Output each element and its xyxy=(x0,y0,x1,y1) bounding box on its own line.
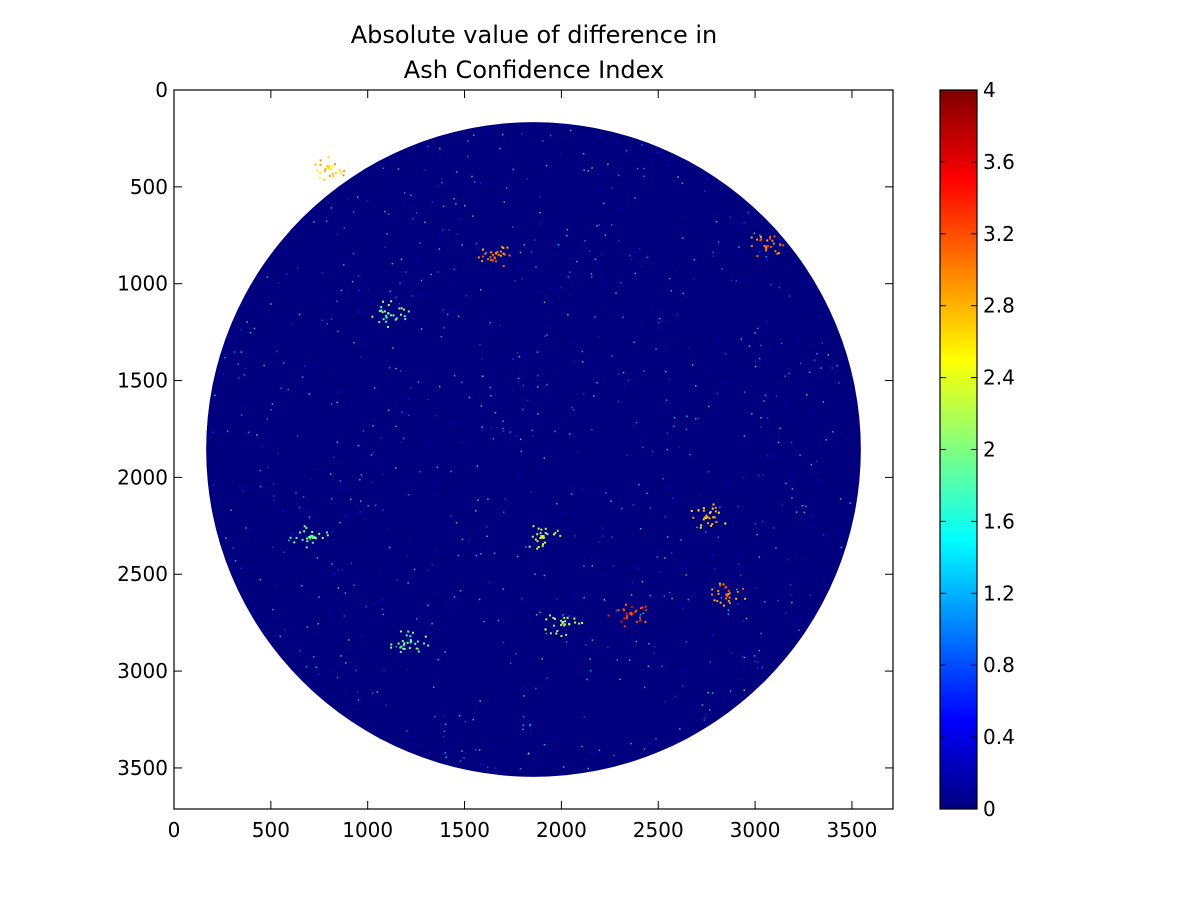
chart-title-line-1: Absolute value of difference in xyxy=(351,21,717,49)
y-axis: 0 500 1000 1500 2000 2500 3000 3500 xyxy=(117,78,893,780)
y-tick-label: 0 xyxy=(155,78,168,102)
x-tick-label: 3500 xyxy=(826,818,877,842)
hotspot-cluster xyxy=(314,156,346,181)
hotspot-cluster xyxy=(544,614,584,638)
y-tick-label: 3000 xyxy=(117,659,168,683)
x-tick-label: 0 xyxy=(168,818,181,842)
chart-title-line-2: Ash Confidence Index xyxy=(404,56,664,84)
hotspot-cluster xyxy=(690,503,727,529)
y-tick-label: 2500 xyxy=(117,562,168,586)
hotspot-cluster xyxy=(528,525,562,550)
y-tick-label: 1500 xyxy=(117,369,168,393)
earth-disk xyxy=(206,122,861,777)
colorbar-tick-label: 0.4 xyxy=(983,725,1015,749)
x-tick-label: 1000 xyxy=(342,818,393,842)
x-tick-label: 2000 xyxy=(536,818,587,842)
x-tick-label: 500 xyxy=(252,818,290,842)
y-tick-label: 500 xyxy=(130,175,168,199)
colorbar-tick-label: 0 xyxy=(983,797,996,821)
colorbar-axis: 0 0.4 0.8 1.2 1.6 2 2.4 2.8 3.2 3.6 4 xyxy=(940,78,1015,821)
x-tick-label: 3000 xyxy=(730,818,781,842)
hotspot-cluster xyxy=(750,235,785,258)
colorbar-tick-label: 2.4 xyxy=(983,366,1015,390)
colorbar-tick-label: 3.6 xyxy=(983,150,1015,174)
speckle-layer xyxy=(211,129,851,770)
y-tick-label: 3500 xyxy=(117,756,168,780)
x-axis: 0 500 1000 1500 2000 2500 3000 3500 xyxy=(168,90,877,842)
plot-area xyxy=(174,90,893,809)
hotspot-layer xyxy=(289,156,785,653)
hotspot-cluster xyxy=(711,582,747,607)
hotspot-cluster xyxy=(289,525,329,549)
colorbar-tick-label: 2.8 xyxy=(983,294,1015,318)
colorbar-tick-label: 2 xyxy=(983,438,996,462)
hotspot-cluster xyxy=(390,630,430,653)
x-tick-label: 2500 xyxy=(633,818,684,842)
y-tick-label: 1000 xyxy=(117,272,168,296)
colorbar-tick-label: 1.2 xyxy=(983,581,1015,605)
colorbar-tick-label: 4 xyxy=(983,78,996,102)
colorbar-tick-label: 3.2 xyxy=(983,222,1015,246)
colorbar-tick-label: 0.8 xyxy=(983,653,1015,677)
colorbar-tick-label: 1.6 xyxy=(983,509,1015,533)
y-tick-label: 2000 xyxy=(117,465,168,489)
x-tick-label: 1500 xyxy=(439,818,490,842)
hotspot-cluster xyxy=(477,246,511,267)
hotspot-cluster xyxy=(371,300,410,328)
hotspot-cluster xyxy=(607,603,647,628)
colorbar xyxy=(939,89,978,810)
plot-frame xyxy=(173,89,894,810)
